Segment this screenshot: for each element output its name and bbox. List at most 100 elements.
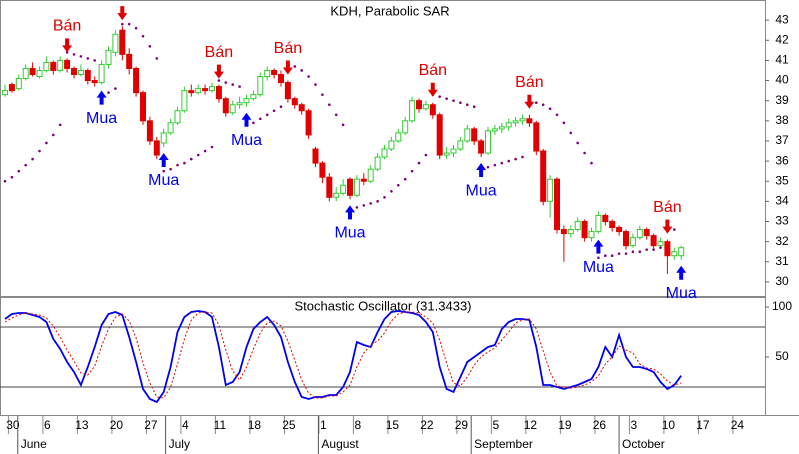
sar-dot xyxy=(604,254,607,258)
sar-dot xyxy=(617,252,621,256)
sar-dot xyxy=(390,189,393,193)
y-tick-label: 100 xyxy=(772,299,792,313)
sar-dot xyxy=(645,248,648,251)
candle-body xyxy=(202,88,209,92)
price-panel xyxy=(0,0,766,297)
y-tick-label: 35 xyxy=(775,173,789,187)
sar-dot xyxy=(576,141,579,145)
candle-body xyxy=(623,231,629,247)
candle-body xyxy=(305,110,312,136)
candle-body xyxy=(519,118,526,122)
x-tick-label: 8 xyxy=(355,418,362,432)
buy-label: Mua xyxy=(666,285,697,302)
candle-body xyxy=(298,104,305,112)
candle-body xyxy=(595,214,602,233)
candle-body xyxy=(505,122,512,128)
month-label: October xyxy=(622,437,665,451)
candle-body xyxy=(271,69,278,76)
x-tick-label: 29 xyxy=(455,418,469,432)
sar-dot xyxy=(52,133,55,137)
candle-body xyxy=(174,110,181,124)
sar-dot xyxy=(521,155,524,159)
candle-body xyxy=(181,90,188,112)
sar-dot xyxy=(3,179,7,183)
candle-body xyxy=(36,69,43,78)
candle-body xyxy=(436,114,443,156)
buy-arrow xyxy=(676,265,687,280)
candle-body xyxy=(340,184,347,194)
candle-body xyxy=(133,67,140,94)
sar-dot xyxy=(424,153,428,157)
buy-label: Mua xyxy=(583,259,614,276)
sar-dot xyxy=(252,121,255,125)
buy-label: Mua xyxy=(466,182,497,199)
sar-dot xyxy=(535,101,538,104)
candle-body xyxy=(105,49,112,65)
sar-dot xyxy=(196,153,200,157)
sar-dot xyxy=(31,157,34,161)
candle-body xyxy=(2,90,8,96)
sar-dot xyxy=(403,177,407,181)
candle-body xyxy=(567,229,574,235)
candle-body xyxy=(422,104,429,110)
sar-dot xyxy=(107,91,110,94)
candle-body xyxy=(264,69,271,78)
y-tick-label: 37 xyxy=(775,133,789,147)
sar-dot xyxy=(631,250,635,254)
sar-dot xyxy=(321,93,324,96)
candle-body xyxy=(112,33,119,53)
month-label: August xyxy=(321,437,359,451)
sar-dot xyxy=(445,97,448,100)
sar-dot xyxy=(24,163,28,167)
sar-dot xyxy=(355,206,359,209)
sar-dot xyxy=(162,169,165,173)
sell-label: Bán xyxy=(653,199,681,216)
candle-body xyxy=(229,104,236,114)
candle-body xyxy=(416,100,422,110)
candle-body xyxy=(616,227,623,233)
x-tick-label: 25 xyxy=(282,418,296,432)
candle-body xyxy=(257,76,264,96)
sar-dot xyxy=(176,163,179,167)
sar-dot xyxy=(507,159,511,163)
candle-body xyxy=(533,122,540,152)
candle-body xyxy=(119,29,126,55)
candle-body xyxy=(160,132,167,144)
candle-body xyxy=(195,88,202,94)
candle-body xyxy=(650,235,657,247)
sar-dot xyxy=(134,26,138,30)
x-tick-label: 30 xyxy=(6,418,20,432)
y-tick-label: 34 xyxy=(775,194,789,208)
candle-body xyxy=(374,156,381,170)
sar-dot xyxy=(472,105,476,109)
candle-body xyxy=(498,126,505,130)
candle-body xyxy=(629,237,636,247)
candle-body xyxy=(50,61,57,71)
candle-body xyxy=(15,78,22,90)
y-tick-label: 50 xyxy=(775,349,789,363)
candle-body xyxy=(671,251,678,257)
y-tick-label: 33 xyxy=(775,214,789,228)
sar-dot xyxy=(397,183,400,187)
month-label: July xyxy=(169,437,190,451)
sar-dot xyxy=(362,204,366,207)
candle-body xyxy=(140,92,146,122)
y-tick-label: 39 xyxy=(775,93,789,107)
sell-label: Bán xyxy=(274,40,302,57)
buy-label: Mua xyxy=(334,225,365,242)
sell-arrow xyxy=(282,60,293,75)
candle-body xyxy=(602,214,609,222)
sar-dot xyxy=(190,157,193,161)
candle-body xyxy=(243,98,250,104)
buy-arrow xyxy=(241,112,252,127)
sar-dot xyxy=(93,59,96,62)
candle-body xyxy=(450,148,457,154)
y-tick-label: 30 xyxy=(775,274,789,288)
candle-body xyxy=(443,152,450,156)
sell-label: Bán xyxy=(515,74,543,91)
x-tick-label: 20 xyxy=(110,418,124,432)
sar-dot xyxy=(238,85,241,88)
buy-arrow xyxy=(593,239,604,254)
y-tick-label: 43 xyxy=(775,12,789,26)
sar-dot xyxy=(673,228,676,231)
